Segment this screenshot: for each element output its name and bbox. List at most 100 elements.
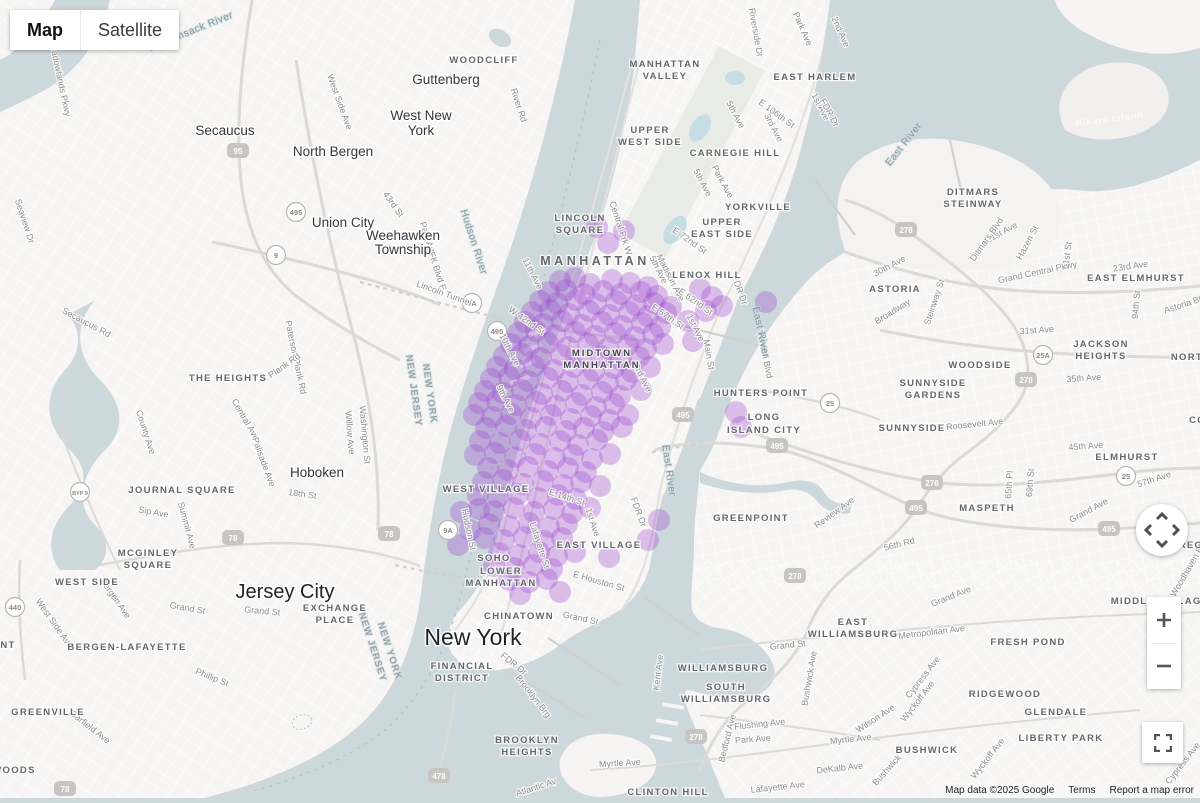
data-point — [630, 379, 652, 401]
town-label: North Bergen — [293, 144, 373, 159]
bronx-corner — [1055, 0, 1200, 54]
terms-link[interactable]: Terms — [1068, 785, 1096, 796]
data-point — [541, 558, 563, 580]
rikers-island — [1059, 62, 1169, 140]
data-point — [755, 291, 777, 313]
svg-text:78: 78 — [61, 785, 70, 794]
data-point — [586, 429, 608, 451]
city-label: Jersey City — [236, 581, 335, 603]
neighborhood-label: JOURNAL SQUARE — [128, 485, 235, 496]
street-label: 35th Ave — [1066, 372, 1101, 384]
data-point — [592, 421, 614, 443]
data-point — [579, 497, 601, 519]
neighborhood-label: GREENVILLE — [11, 707, 85, 718]
neighborhood-label: MASPETH — [959, 503, 1015, 514]
zoom-out-button[interactable] — [1147, 644, 1181, 690]
data-point — [505, 394, 527, 416]
neighborhood-label: CORONA — [1189, 415, 1200, 426]
randalls-island — [837, 138, 1062, 272]
neighborhood-label: MCGINLEY — [118, 548, 179, 559]
data-point — [550, 344, 572, 366]
data-point — [567, 434, 589, 456]
neighborhood-label: GLENDALE — [1025, 707, 1088, 718]
neighborhood-label: HUNTERS POINT — [714, 388, 809, 399]
route-shield: 495 — [672, 407, 694, 422]
data-point — [711, 295, 733, 317]
data-point — [617, 404, 639, 426]
data-point — [498, 515, 520, 537]
data-point — [590, 345, 612, 367]
zoom-in-button[interactable] — [1147, 597, 1181, 643]
route-shield: 495 — [285, 201, 307, 223]
data-point — [565, 488, 587, 510]
data-point — [660, 296, 682, 318]
data-point — [592, 280, 614, 302]
data-point — [615, 369, 637, 391]
data-point — [486, 356, 508, 378]
data-point — [577, 368, 599, 390]
data-point — [609, 385, 631, 407]
neighborhood-label: SOHO — [477, 553, 510, 564]
route-shield: 495 — [1098, 521, 1120, 536]
route-shield: 95 — [227, 143, 249, 158]
neighborhood-label: EAST VILLAGE — [557, 540, 642, 551]
data-point — [555, 279, 577, 301]
neighborhood-label: HEIGHTS — [501, 747, 552, 758]
data-point — [635, 338, 657, 360]
report-error-link[interactable]: Report a map error — [1109, 785, 1194, 796]
data-point — [537, 460, 559, 482]
data-point — [536, 568, 558, 590]
data-point — [543, 498, 565, 520]
neighborhood-label: UPPER — [630, 125, 669, 136]
data-point — [492, 382, 514, 404]
street-label: 31st Ave — [1019, 324, 1054, 336]
data-point — [545, 395, 567, 417]
data-point — [544, 447, 566, 469]
data-point — [512, 473, 534, 495]
data-point — [535, 416, 557, 438]
neighborhood-label: DITMARS — [947, 187, 999, 198]
neighborhood-label: MANHATTAN — [630, 59, 701, 70]
data-point — [599, 443, 621, 465]
data-point — [682, 330, 704, 352]
data-point — [498, 366, 520, 388]
data-point — [531, 383, 553, 405]
route-shield: 495 — [766, 438, 788, 453]
street-label: 45th Ave — [1068, 440, 1103, 452]
neighborhood-label: WILLIAMSBURG — [808, 629, 899, 640]
pan-control[interactable] — [1136, 504, 1188, 556]
route-shield: 78 — [222, 530, 244, 545]
neighborhood-label: MIDTOWN — [572, 348, 632, 359]
data-point — [511, 343, 533, 365]
data-point — [483, 555, 505, 577]
data-point — [509, 583, 531, 605]
town-label: Union City — [312, 215, 375, 230]
neighborhood-label: FINANCIAL — [431, 661, 494, 672]
data-point — [571, 384, 593, 406]
data-point — [558, 303, 580, 325]
data-point — [555, 420, 577, 442]
map-type-satellite-button[interactable]: Satellite — [80, 10, 180, 50]
data-point — [475, 417, 497, 439]
data-point — [518, 335, 540, 357]
data-point — [605, 290, 627, 312]
data-point — [689, 278, 711, 300]
data-point — [557, 336, 579, 358]
data-point — [586, 216, 608, 238]
route-shield: 278 — [1015, 372, 1037, 387]
route-shield: 278 — [784, 568, 806, 583]
street-label: Grand St — [244, 604, 281, 617]
neighborhood-label: WOODSIDE — [948, 360, 1011, 371]
map-type-map-button[interactable]: Map — [10, 10, 80, 50]
data-point — [585, 293, 607, 315]
svg-text:495: 495 — [909, 504, 923, 513]
data-point — [508, 544, 530, 566]
fullscreen-button[interactable] — [1142, 722, 1183, 763]
data-point — [493, 345, 515, 367]
data-point — [546, 292, 568, 314]
neighborhood-label: STEINWAY — [943, 199, 1002, 210]
data-point — [637, 276, 659, 298]
neighborhood-label: MANHATTAN — [466, 578, 537, 589]
